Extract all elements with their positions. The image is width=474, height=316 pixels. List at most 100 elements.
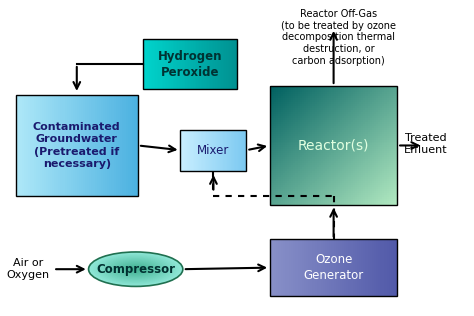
Bar [387,124,389,126]
Bar [374,191,376,193]
Bar [355,147,357,149]
Bar [304,155,306,157]
Bar [274,114,276,116]
Bar [321,98,323,100]
Bar [389,179,391,181]
Bar [323,187,325,189]
Bar [391,173,393,175]
Bar [304,181,306,183]
Bar [293,141,295,143]
Bar [383,114,384,116]
Bar [329,114,332,116]
Bar [363,147,365,149]
Bar [383,171,384,173]
Bar [334,185,336,187]
Bar [383,183,384,185]
Bar [281,191,283,193]
Bar [395,151,397,153]
Bar [336,130,338,131]
Bar [295,240,298,296]
Bar [346,118,348,120]
Bar [308,90,310,92]
Bar [365,187,368,189]
Bar [383,98,384,100]
Bar [295,143,298,145]
Bar [387,199,389,201]
Bar [315,104,317,106]
Bar [357,122,359,124]
Bar [393,90,395,92]
Bar [291,90,293,92]
Bar [391,199,393,201]
Bar [317,151,319,153]
Bar [395,157,397,159]
Bar [306,163,308,165]
Bar [289,171,292,173]
Bar [344,86,346,88]
Bar [389,203,391,205]
Bar [302,147,304,149]
Bar [391,116,393,118]
Bar [132,95,134,196]
Bar [374,124,376,126]
Bar [300,116,302,118]
Bar [291,177,293,179]
Bar [312,149,315,151]
Bar [272,114,274,116]
Bar [304,189,306,191]
Bar [370,114,372,116]
Bar [278,112,281,114]
Bar [395,94,397,96]
Bar [283,114,285,116]
Bar [302,88,304,90]
Bar [278,143,281,145]
Bar [312,201,315,203]
Bar [272,102,274,104]
Bar [293,137,295,140]
Bar [367,131,370,134]
Bar [285,130,287,131]
Bar [393,106,395,108]
Bar [317,136,319,137]
Bar [365,173,368,175]
Bar [287,94,289,96]
Bar [348,193,351,195]
Bar [287,133,289,136]
Bar [272,94,274,96]
Bar [289,177,292,179]
Bar [83,95,85,196]
Bar [315,153,317,155]
Bar [283,104,285,106]
Bar [276,122,279,124]
Bar [315,141,317,143]
Bar [274,165,276,167]
Bar [310,130,312,131]
Bar [289,203,292,205]
Bar [295,175,298,177]
Bar [274,155,276,157]
Bar [283,161,285,163]
Bar [312,133,315,136]
Bar [331,106,334,108]
Bar [281,149,283,151]
Bar [325,86,328,88]
Bar [270,195,272,197]
Bar [365,193,368,195]
Ellipse shape [130,267,142,271]
Bar [327,177,329,179]
Bar [372,141,374,143]
Bar [327,92,329,94]
Bar [312,167,315,169]
Bar [374,112,376,114]
Bar [272,175,274,177]
Bar [315,125,317,128]
Bar [378,181,380,183]
Bar [378,201,380,203]
Bar [357,187,359,189]
Bar [274,189,276,191]
Bar [372,167,374,169]
Bar [281,171,283,173]
Bar [289,131,292,134]
Bar [391,110,393,112]
Bar [77,95,79,196]
